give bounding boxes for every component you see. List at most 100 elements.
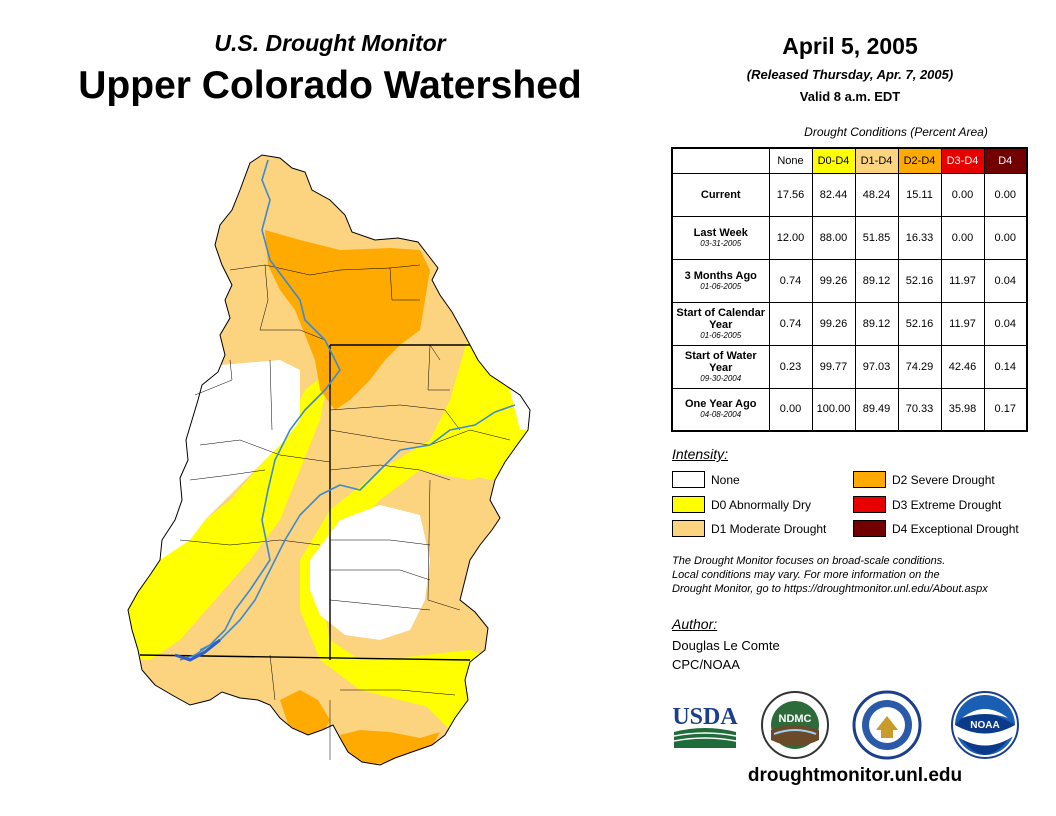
table-cell: 51.85 xyxy=(854,215,899,260)
column-header-d3-d4: D3-D4 xyxy=(940,147,985,174)
row-date: 01-06-2005 xyxy=(700,330,742,340)
table-cell: 16.33 xyxy=(897,215,942,260)
author-name: Douglas Le Comte xyxy=(672,638,780,653)
table-cell: 0.04 xyxy=(983,258,1028,303)
table-cell: 89.12 xyxy=(854,301,899,346)
noaa-logo-text: NOAA xyxy=(970,720,999,731)
table-cell: 12.00 xyxy=(768,215,813,260)
legend-swatch-none xyxy=(672,471,705,488)
drought-conditions-table: None D0-D4 D1-D4 D2-D4 D3-D4 D4 Current 1… xyxy=(671,147,1028,432)
row-label-text: Start of Water Year xyxy=(684,349,757,374)
table-cell: 0.23 xyxy=(768,344,813,389)
table-cell: 48.24 xyxy=(854,172,899,217)
table-cell: 0.74 xyxy=(768,301,813,346)
legend-item-none: None xyxy=(672,471,740,488)
green-river xyxy=(179,159,341,661)
legend-label-none: None xyxy=(711,472,740,487)
table-cell: 100.00 xyxy=(811,387,856,432)
none-central-region xyxy=(310,505,430,640)
column-header-d4: D4 xyxy=(983,147,1028,174)
table-cell: 0.00 xyxy=(768,387,813,432)
table-cell: 15.11 xyxy=(897,172,942,217)
legend-item-d3: D3 Extreme Drought xyxy=(853,496,1001,513)
usda-logo: USDA xyxy=(672,704,738,748)
release-date: (Released Thursday, Apr. 7, 2005) xyxy=(746,67,954,82)
table-cell: 35.98 xyxy=(940,387,985,432)
table-cell: 0.00 xyxy=(983,215,1028,260)
row-label-text: One Year Ago xyxy=(684,398,757,411)
table-cell: 0.00 xyxy=(983,172,1028,217)
row-label: One Year Ago 04-08-2004 xyxy=(671,387,770,432)
website-url[interactable]: droughtmonitor.unl.edu xyxy=(747,765,963,786)
table-cell: 97.03 xyxy=(854,344,899,389)
table-cell: 11.97 xyxy=(940,301,985,346)
d2-north-region xyxy=(265,230,430,410)
row-date: 04-08-2004 xyxy=(700,410,742,420)
table-row: Start of Calendar Year 01-06-2005 0.74 99.2… xyxy=(671,301,1028,346)
table-cell: 99.26 xyxy=(811,301,856,346)
row-label: Current xyxy=(671,172,770,217)
drought-map xyxy=(127,154,531,766)
table-cell: 42.46 xyxy=(940,344,985,389)
table-cell: 0.00 xyxy=(940,172,985,217)
valid-date: April 5, 2005 xyxy=(782,33,918,59)
table-row: One Year Ago 04-08-2004 0.00 100.00 89.49 70.… xyxy=(671,387,1028,432)
table-cell: 99.26 xyxy=(811,258,856,303)
table-cell: 89.49 xyxy=(854,387,899,432)
map-subtitle: U.S. Drought Monitor xyxy=(214,30,446,56)
row-label-text: 3 Months Ago xyxy=(684,269,757,282)
table-corner xyxy=(672,148,769,173)
table-cell: 99.77 xyxy=(811,344,856,389)
valid-time: Valid 8 a.m. EDT xyxy=(799,89,901,104)
column-header-d1-d4: D1-D4 xyxy=(854,147,899,174)
table-body: Current 17.56 82.44 48.24 15.11 0.00 0.00 Last … xyxy=(671,172,1028,432)
legend-label-d0: D0 Abnormally Dry xyxy=(711,497,812,512)
ndmc-logo-text: NDMC xyxy=(779,713,812,725)
column-header-none: None xyxy=(768,147,813,174)
row-date: 09-30-2004 xyxy=(700,373,742,383)
row-label: Start of Water Year 09-30-2004 xyxy=(671,344,770,389)
legend-swatch-d3 xyxy=(853,496,886,513)
row-label: 3 Months Ago 01-06-2005 xyxy=(671,258,770,303)
table-cell: 52.16 xyxy=(897,301,942,346)
table-cell: 0.74 xyxy=(768,258,813,303)
table-cell: 88.00 xyxy=(811,215,856,260)
table-cell: 52.16 xyxy=(897,258,942,303)
legend-swatch-d0 xyxy=(672,496,705,513)
legend-swatch-d4 xyxy=(853,520,886,537)
legend-label-d1: D1 Moderate Drought xyxy=(711,521,827,536)
subbasin-boundaries xyxy=(179,264,511,760)
legend-label-d4: D4 Exceptional Drought xyxy=(892,521,1019,536)
disclaimer-note: The Drought Monitor focuses on broad-sca… xyxy=(672,554,1042,596)
note-line-1: The Drought Monitor focuses on broad-sca… xyxy=(672,555,946,567)
table-cell: 17.56 xyxy=(768,172,813,217)
commerce-seal xyxy=(852,690,922,760)
table-cell: 0.00 xyxy=(940,215,985,260)
legend-label-d3: D3 Extreme Drought xyxy=(892,497,1002,512)
usda-logo-text: USDA xyxy=(672,704,738,730)
table-cell: 0.04 xyxy=(983,301,1028,346)
row-label-text: Start of Calendar Year xyxy=(676,306,766,331)
d2-south-region-2 xyxy=(340,730,440,765)
table-cell: 89.12 xyxy=(854,258,899,303)
table-header-row: None D0-D4 D1-D4 D2-D4 D3-D4 D4 xyxy=(672,147,1028,174)
noaa-logo: NOAA xyxy=(951,691,1019,759)
table-cell: 11.97 xyxy=(940,258,985,303)
author-label: Author: xyxy=(672,616,718,632)
ndmc-logo: NDMC xyxy=(761,691,829,759)
table-cell: 0.17 xyxy=(983,387,1028,432)
note-line-2: Local conditions may vary. For more info… xyxy=(672,569,940,581)
river-network xyxy=(174,159,516,662)
row-label: Last Week 03-31-2005 xyxy=(671,215,770,260)
table-cell: 74.29 xyxy=(897,344,942,389)
row-date: 03-31-2005 xyxy=(700,238,742,248)
legend-title: Intensity: xyxy=(672,446,729,462)
table-row: 3 Months Ago 01-06-2005 0.74 99.26 89.12 52.1… xyxy=(671,258,1028,303)
legend-item-d0: D0 Abnormally Dry xyxy=(672,496,811,513)
legend-swatch-d2 xyxy=(853,471,886,488)
table-caption: Drought Conditions (Percent Area) xyxy=(804,125,988,139)
note-line-3: Drought Monitor, go to https://droughtmo… xyxy=(672,583,988,595)
lake-powell xyxy=(174,638,221,662)
colorado-river xyxy=(199,404,516,651)
row-label-text: Current xyxy=(700,188,741,201)
